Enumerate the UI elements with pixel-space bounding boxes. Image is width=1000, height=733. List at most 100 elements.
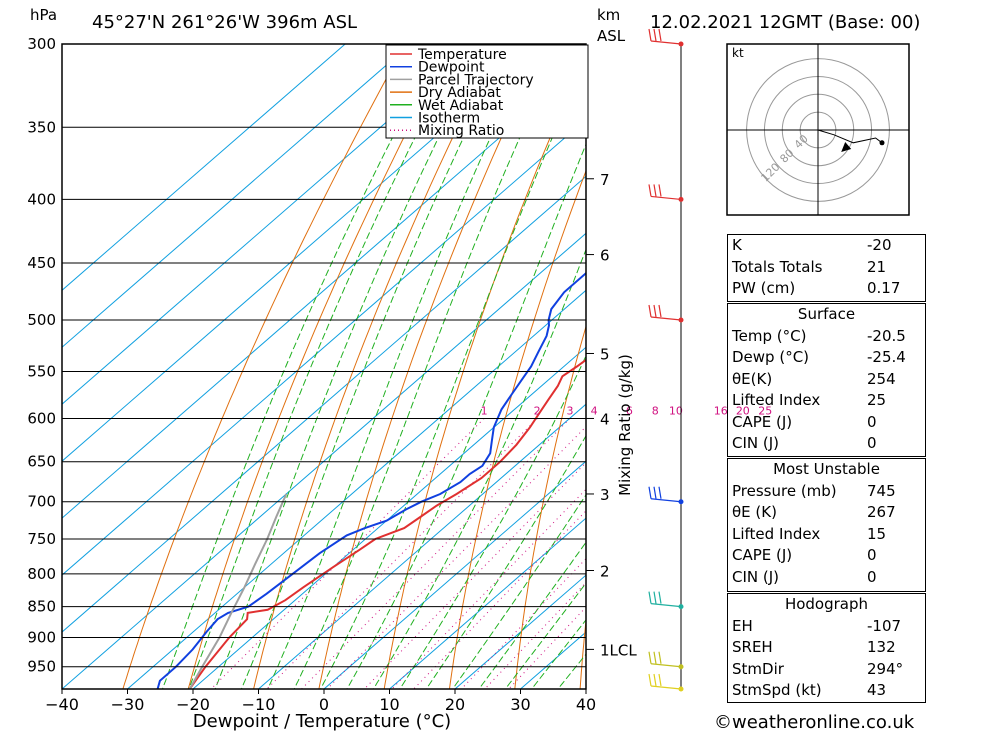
- pressure-tick-label: 900: [27, 629, 56, 647]
- x-tick-label: 30: [510, 695, 530, 714]
- index-label: Lifted Index: [732, 391, 821, 409]
- wind-barb-feather: [658, 304, 662, 318]
- table-row: PW (cm) 0.17: [728, 278, 925, 300]
- wet-adiabat-line: [346, 143, 586, 689]
- x-tick-label: 0: [319, 695, 329, 714]
- index-label: StmDir: [732, 659, 784, 678]
- x-tick-label: −40: [45, 695, 79, 714]
- index-label: CAPE (J): [732, 412, 793, 431]
- indices-hodograph: Hodograph EH -107 SREH 132 StmDir 294° StmS…: [727, 593, 926, 703]
- index-value: 132: [867, 638, 896, 656]
- index-label: CIN (J): [732, 567, 780, 586]
- isotherm-line: [62, 44, 477, 405]
- index-label: Lifted Index: [732, 524, 821, 543]
- legend-label: Dry Adiabat: [418, 85, 501, 101]
- wind-barb-feather: [648, 591, 652, 604]
- x-tick-label: 10: [379, 695, 399, 714]
- mixing-ratio-label: 25: [758, 404, 772, 417]
- table-row: CIN (J) 0: [728, 433, 925, 455]
- dry-adiabat-line: [514, 324, 586, 689]
- table-row: StmSpd (kt) 43: [728, 680, 925, 702]
- index-value: -25.4: [867, 348, 906, 366]
- wind-barb-feather: [653, 486, 657, 499]
- section-title: Hodograph: [784, 595, 869, 613]
- x-tick-label: −10: [242, 695, 276, 714]
- wind-barb-shaft: [650, 40, 682, 45]
- height-tick-label: 3: [600, 486, 610, 504]
- wet-adiabat-line: [161, 44, 442, 689]
- pressure-tick-label: 800: [27, 565, 56, 583]
- datetime-label: 12.02.2021 12GMT (Base: 00): [650, 12, 920, 33]
- wind-barb-feather: [658, 591, 662, 604]
- legend-label: Temperature: [417, 47, 507, 63]
- pressure-tick-label: 600: [27, 409, 56, 427]
- wind-barb-feather: [653, 304, 657, 318]
- hodograph-end-point: [879, 140, 885, 146]
- wet-adiabat-line: [267, 44, 536, 689]
- height-tick-label: 1LCL: [600, 641, 637, 659]
- dry-adiabat-line: [318, 44, 546, 689]
- index-value: 254: [867, 369, 896, 388]
- wet-adiabat-line: [451, 493, 586, 689]
- isotherm-line: [62, 44, 346, 291]
- wind-barb-feather: [648, 651, 652, 664]
- pressure-tick-label: 750: [27, 530, 56, 548]
- wet-adiabat-line: [399, 354, 586, 689]
- wind-barb-feather: [658, 673, 662, 687]
- height-tick-label: 2: [600, 562, 610, 580]
- storm-motion-marker: [841, 142, 852, 152]
- index-label: K: [732, 236, 742, 254]
- plot-frame: [61, 43, 587, 690]
- wind-barb-feather: [653, 591, 657, 604]
- mixing-ratio-label: 3: [566, 404, 573, 417]
- wind-barb-feather: [658, 651, 662, 664]
- index-label: StmSpd (kt): [732, 681, 822, 699]
- index-value: 21: [867, 257, 887, 276]
- wind-profile: [648, 28, 684, 692]
- height-unit-bottom: ASL: [597, 27, 626, 45]
- table-row: EH -107: [728, 616, 925, 638]
- index-value: 745: [867, 481, 896, 500]
- table-row: Totals Totals 21: [728, 257, 925, 279]
- index-label: Pressure (mb): [732, 481, 837, 500]
- pressure-tick-label: 550: [27, 362, 56, 380]
- mixing-ratio-axis-label: Mixing Ratio (g/kg): [616, 354, 634, 496]
- table-row: CAPE (J) 0: [728, 545, 925, 567]
- wind-barb-shaft: [650, 663, 682, 668]
- pressure-tick-label: 850: [27, 598, 56, 616]
- legend-label: Mixing Ratio: [418, 123, 504, 139]
- pressure-tick-label: 400: [27, 190, 56, 208]
- wind-barb-feather: [648, 304, 652, 318]
- index-label: CIN (J): [732, 434, 780, 452]
- wind-barb-feather: [653, 184, 657, 197]
- indices-top: K -20 Totals Totals 21 PW (cm) 0.17: [727, 234, 926, 302]
- pressure-tick-label: 650: [27, 453, 56, 471]
- mixing-ratio-label: 10: [669, 404, 683, 417]
- wet-adiabat-line: [425, 434, 586, 689]
- hodograph-trace: [817, 129, 883, 144]
- wind-barb-feather: [658, 184, 662, 197]
- index-value: 0: [867, 434, 877, 452]
- mixing-ratio-label: 20: [736, 404, 750, 417]
- x-tick-label: −20: [176, 695, 210, 714]
- pressure-tick-label: 350: [27, 118, 56, 136]
- isotherm-line: [323, 460, 586, 689]
- wind-barb-shaft: [650, 195, 682, 201]
- wet-adiabat-line: [530, 619, 586, 689]
- mixing-ratio-label: 16: [714, 404, 728, 417]
- mixing-ratio-label: 6: [626, 404, 633, 417]
- height-tick-label: 6: [600, 247, 610, 265]
- mixing-ratio-label: 8: [652, 404, 659, 417]
- index-value: 0: [867, 567, 877, 586]
- isotherm-line: [62, 44, 412, 348]
- index-value: -107: [867, 616, 902, 635]
- legend-label: Dewpoint: [418, 60, 485, 76]
- index-value: -20.5: [867, 326, 906, 345]
- x-tick-label: 20: [445, 695, 465, 714]
- wet-adiabat-line: [478, 541, 586, 689]
- indices-surface: Surface Temp (°C) -20.5 Dewp (°C) -25.4 θE…: [727, 303, 926, 457]
- index-label: EH: [732, 616, 753, 635]
- wind-barb-feather: [653, 28, 657, 42]
- index-label: Dewp (°C): [732, 348, 810, 366]
